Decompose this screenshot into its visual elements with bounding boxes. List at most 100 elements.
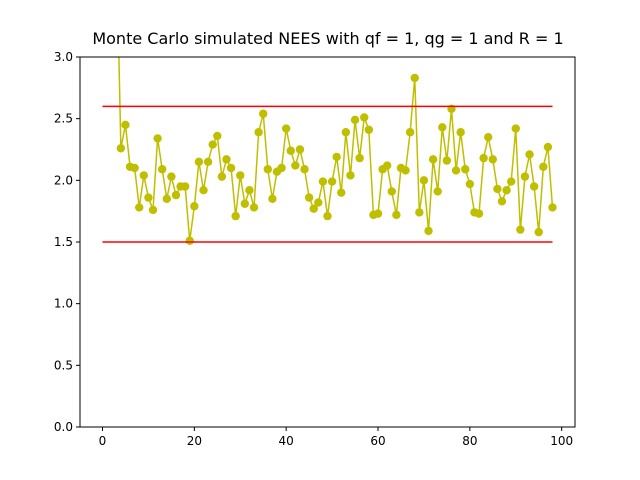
data-point [259, 109, 268, 118]
y-tick-label: 2.0 [54, 173, 73, 187]
data-point [318, 177, 328, 186]
data-point [281, 124, 291, 133]
data-point [180, 182, 190, 191]
data-point [263, 165, 273, 174]
data-point [484, 132, 493, 142]
data-point [236, 171, 245, 180]
data-point [327, 177, 337, 186]
data-point [539, 162, 548, 171]
data-point [382, 161, 392, 170]
data-point [346, 171, 355, 180]
x-tick-label: 80 [462, 434, 477, 448]
data-point [520, 172, 530, 181]
data-point [548, 203, 557, 212]
data-point [277, 163, 286, 173]
data-point [438, 123, 447, 132]
x-tick-label: 0 [99, 434, 107, 448]
data-point [171, 190, 181, 200]
data-point [332, 152, 341, 162]
data-point [341, 128, 351, 137]
data-point [226, 163, 236, 173]
data-point [360, 113, 369, 122]
data-point [355, 153, 364, 163]
data-point [392, 210, 401, 220]
data-point [419, 176, 429, 185]
data-point [157, 165, 167, 174]
data-point [323, 211, 332, 221]
data-point [121, 120, 130, 130]
data-point [194, 157, 204, 167]
data-point [511, 124, 520, 133]
data-point [401, 166, 410, 175]
x-tick-label: 40 [279, 434, 294, 448]
y-tick-label: 3.0 [54, 50, 73, 64]
data-point [479, 153, 488, 163]
data-point [249, 203, 259, 212]
data-point [291, 161, 300, 170]
data-point [433, 187, 442, 196]
data-point [465, 179, 475, 189]
data-point [300, 165, 309, 174]
y-tick-label: 1.0 [54, 297, 73, 311]
y-tick-label: 0.5 [54, 358, 73, 372]
data-point [373, 209, 383, 218]
data-point [185, 236, 194, 245]
data-point [148, 205, 158, 215]
data-point [116, 144, 126, 153]
data-point [364, 125, 374, 134]
data-point [506, 177, 516, 186]
data-point [153, 134, 162, 143]
data-point [461, 165, 470, 174]
data-point [415, 208, 424, 217]
data-point [167, 172, 176, 181]
data-point [337, 188, 346, 197]
y-tick-label: 2.5 [54, 112, 73, 126]
data-point [502, 186, 511, 195]
data-point [245, 186, 254, 195]
data-point [295, 145, 305, 154]
chart-title: Monte Carlo simulated NEES with qf = 1, … [92, 29, 563, 48]
data-point [130, 163, 139, 173]
data-point [162, 194, 171, 204]
data-point [286, 146, 295, 155]
data-point [451, 166, 461, 175]
data-point [144, 193, 153, 202]
x-tick-label: 20 [187, 434, 202, 448]
data-point [135, 203, 144, 212]
data-point [231, 211, 240, 221]
data-point [410, 73, 419, 83]
data-point [268, 194, 277, 204]
data-point [497, 197, 507, 206]
data-point [217, 172, 227, 181]
data-point [534, 227, 543, 237]
data-point [405, 128, 415, 137]
data-point [442, 156, 452, 165]
data-point [222, 155, 231, 164]
data-point [213, 131, 222, 141]
data-point [309, 204, 318, 213]
data-point [199, 186, 208, 195]
data-point [428, 155, 438, 164]
data-point [240, 199, 250, 208]
data-point [190, 202, 199, 211]
data-point [525, 150, 534, 159]
y-tick-label: 0.0 [54, 420, 73, 434]
data-point [387, 187, 396, 196]
data-point [424, 226, 433, 236]
data-point [493, 184, 502, 194]
x-tick-label: 60 [370, 434, 385, 448]
data-point [139, 171, 149, 180]
x-tick-label: 100 [550, 434, 573, 448]
data-point [529, 182, 539, 191]
data-point [516, 225, 525, 234]
data-point [350, 115, 360, 125]
data-point [456, 128, 465, 137]
data-point [208, 140, 217, 149]
data-point [488, 155, 498, 164]
y-tick-label: 1.5 [54, 235, 73, 249]
data-point [203, 157, 213, 167]
data-point [474, 209, 484, 218]
data-point [254, 128, 263, 137]
